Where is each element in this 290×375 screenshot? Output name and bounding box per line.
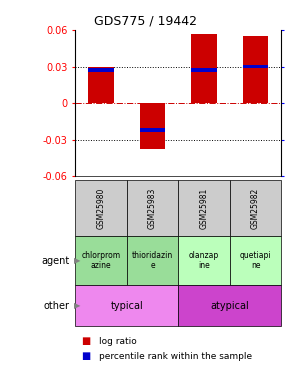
Bar: [75, 285, 178, 326]
Text: other: other: [44, 301, 70, 310]
Text: GSM25983: GSM25983: [148, 188, 157, 229]
Bar: [178, 180, 230, 236]
Bar: [191, 68, 217, 72]
Text: ▶: ▶: [74, 301, 80, 310]
Bar: [243, 36, 269, 103]
Text: ■: ■: [81, 351, 90, 361]
Bar: [230, 180, 281, 236]
Text: GSM25982: GSM25982: [251, 188, 260, 229]
Bar: [88, 68, 114, 72]
Text: log ratio: log ratio: [99, 337, 136, 346]
Bar: [140, 103, 166, 149]
Bar: [243, 65, 269, 68]
Text: olanzap
ine: olanzap ine: [189, 251, 219, 270]
Text: agent: agent: [41, 256, 70, 266]
Text: typical: typical: [110, 301, 143, 310]
Bar: [127, 236, 178, 285]
Bar: [75, 236, 127, 285]
Bar: [88, 67, 114, 103]
Text: GSM25980: GSM25980: [97, 188, 106, 229]
Bar: [178, 285, 281, 326]
Bar: [230, 236, 281, 285]
Text: percentile rank within the sample: percentile rank within the sample: [99, 352, 252, 361]
Bar: [75, 180, 127, 236]
Bar: [178, 236, 230, 285]
Text: thioridazin
e: thioridazin e: [132, 251, 173, 270]
Text: quetiapi
ne: quetiapi ne: [240, 251, 271, 270]
Text: GDS775 / 19442: GDS775 / 19442: [93, 15, 197, 28]
Text: atypical: atypical: [211, 301, 249, 310]
Text: GSM25981: GSM25981: [200, 188, 209, 229]
Bar: [140, 128, 166, 132]
Text: ■: ■: [81, 336, 90, 346]
Text: ▶: ▶: [74, 256, 80, 265]
Bar: [191, 34, 217, 103]
Text: chlorprom
azine: chlorprom azine: [81, 251, 121, 270]
Bar: [127, 180, 178, 236]
